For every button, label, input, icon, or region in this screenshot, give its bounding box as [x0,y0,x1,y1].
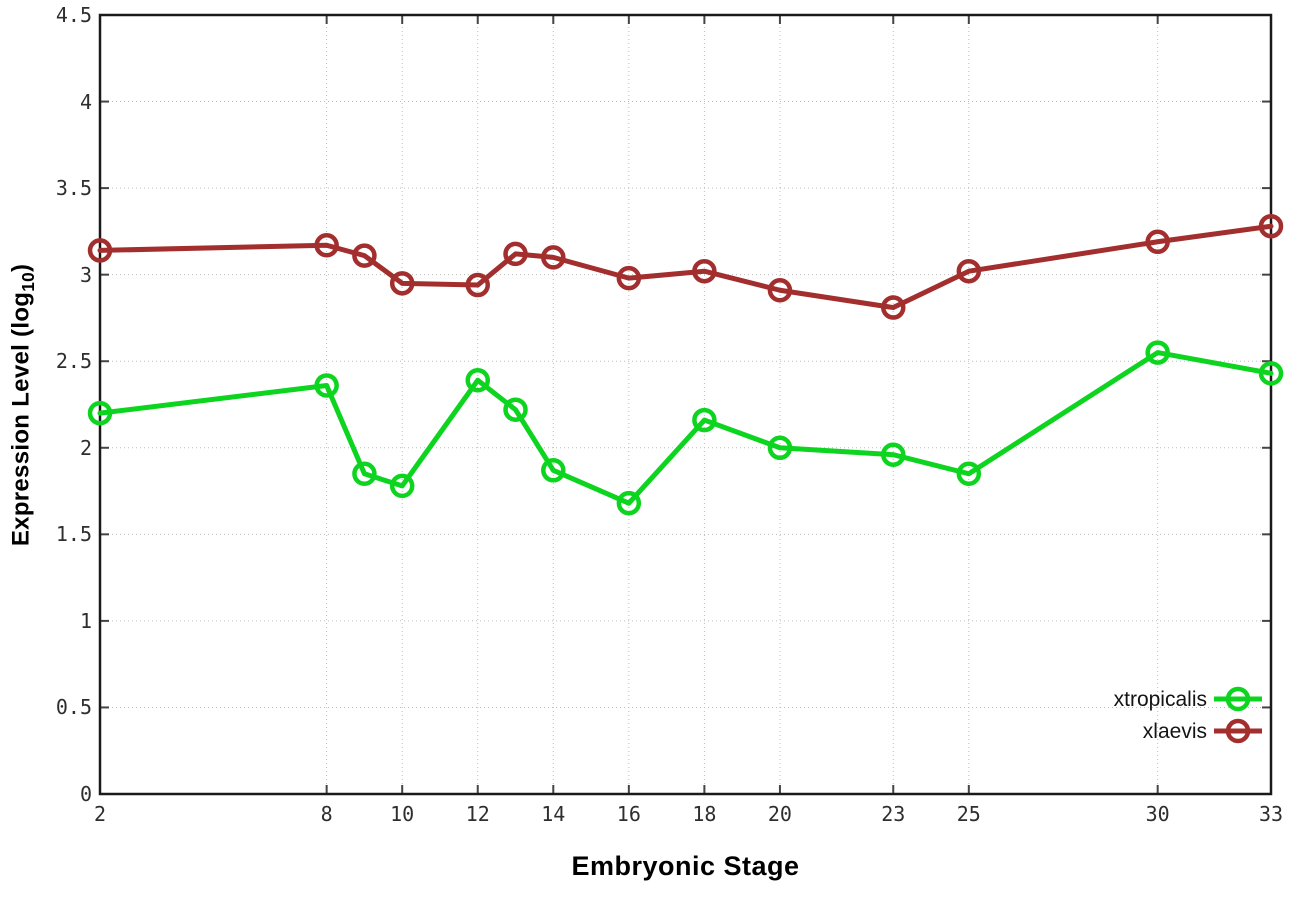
data-point-xlaevis [616,265,642,291]
data-point-xlaevis [767,277,793,303]
data-point-xtropicalis [465,368,490,393]
data-point-xtropicalis [503,397,528,422]
x-tick-label: 14 [541,802,566,826]
legend-sample-marker-xtropicalis [1225,686,1251,712]
data-point-xlaevis [692,258,717,284]
y-tick-label: 0 [79,782,92,806]
data-point-xtropicalis [1258,361,1284,386]
series-line-xlaevis [97,223,1274,311]
plot-border [98,13,1273,796]
x-tick-label: 20 [767,802,792,826]
y-tick-label: 3 [79,262,92,287]
y-tick-label: 2 [79,435,92,460]
data-point-xlaevis [1258,213,1284,239]
data-point-xlaevis [881,295,906,320]
data-point-xlaevis [314,232,339,258]
data-point-xtropicalis [352,461,377,486]
legend-label-xtropicalis: xtropicalis [1114,688,1207,711]
data-point-xtropicalis [87,400,113,426]
plot-area: xtropicalis xlaevis [87,13,1284,796]
data-point-xlaevis [389,271,415,296]
data-point-xlaevis [956,258,982,284]
y-tick-label: 2.5 [55,349,92,374]
data-point-xlaevis [541,245,566,270]
y-tick-label: 4.5 [55,3,92,27]
x-tick-label: 18 [692,802,717,826]
legend-label-xlaevis: xlaevis [1143,720,1207,743]
y-tick-label: 0.5 [55,695,92,720]
x-tick-label: 30 [1145,802,1170,826]
data-point-xtropicalis [956,461,982,486]
y-tick-label: 4 [79,89,92,114]
data-point-xlaevis [1145,229,1170,255]
data-point-xtropicalis [616,490,642,516]
data-point-xlaevis [87,238,113,263]
data-point-xtropicalis [389,473,415,499]
data-point-xlaevis [503,241,528,267]
data-point-xtropicalis [881,442,906,467]
y-tick-label: 1 [79,608,92,633]
data-point-xtropicalis [692,407,717,433]
x-tick-label: 10 [390,802,415,826]
x-tick-label: 33 [1258,802,1284,826]
data-point-xlaevis [352,243,377,268]
x-tick-label: 25 [956,802,981,826]
x-tick-label: 2 [93,802,107,826]
y-tick-label: 3.5 [55,176,92,201]
x-tick-label: 12 [465,802,490,826]
x-tick-label: 8 [320,802,333,826]
data-point-xtropicalis [314,373,339,398]
legend-sample-marker-xlaevis [1225,718,1251,744]
x-tick-label: 23 [881,802,906,826]
x-axis-title: Embryonic Stage [571,851,800,881]
data-point-xtropicalis [767,435,793,461]
y-axis-title-main: Expression Level (log [7,291,35,546]
data-point-xtropicalis [541,458,566,483]
y-axis-title-text: Expression Level (log10) [7,263,39,545]
y-axis-title: Expression Level (log10) [0,15,46,794]
x-tick-label: 16 [616,802,641,826]
series-line-xtropicalis [97,350,1274,506]
data-point-xtropicalis [1145,340,1170,365]
data-point-xlaevis [465,272,490,298]
y-tick-label: 1.5 [55,522,92,547]
